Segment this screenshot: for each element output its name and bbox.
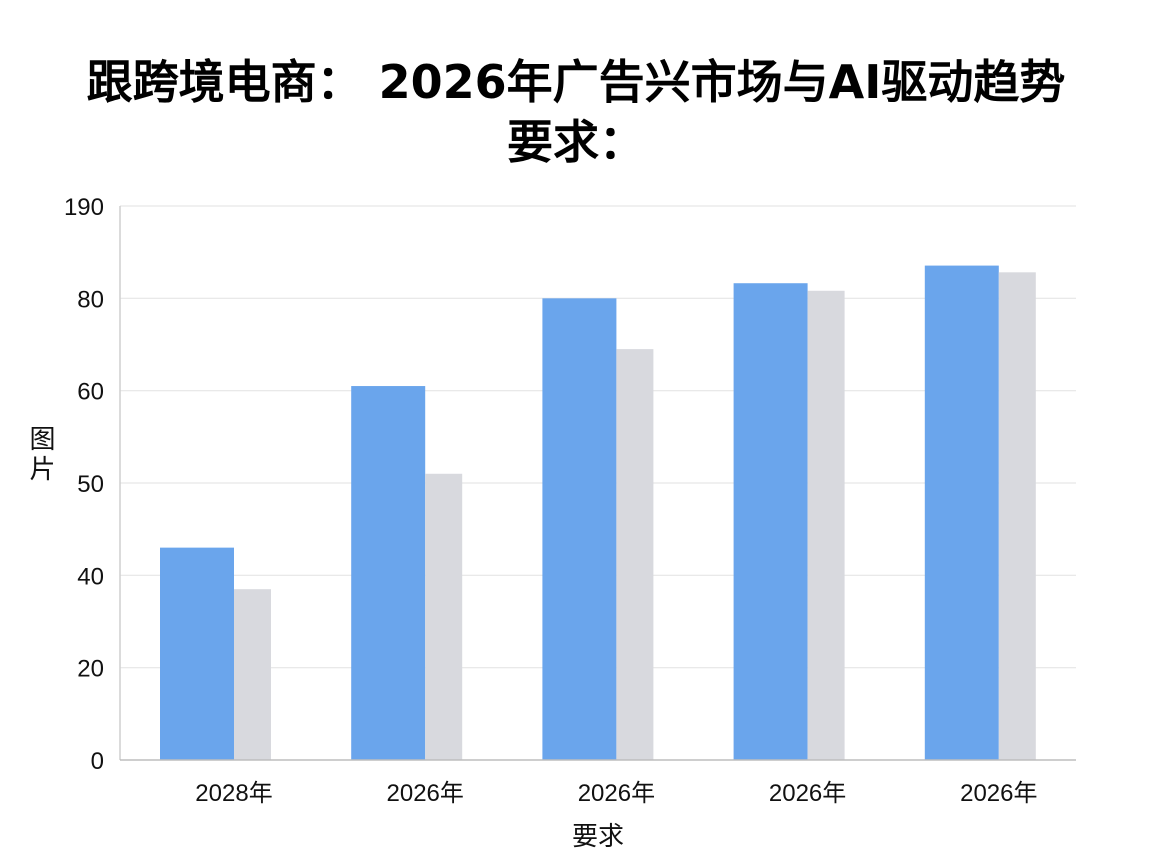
y-tick-label: 80 <box>77 286 104 313</box>
y-tick-label: 50 <box>77 471 104 498</box>
y-tick-label: 190 <box>64 194 104 221</box>
y-tick-labels: 0 20 40 50 60 80 190 <box>64 194 104 775</box>
x-tick-label: 2028年 <box>195 780 272 807</box>
x-tick-label: 2026年 <box>769 780 846 807</box>
bar-series-2 <box>234 589 271 760</box>
chart-title-line-1: 跟跨境电商： 2026年广告兴市场与AI驱动趋势 <box>86 55 1066 109</box>
chart-title: 跟跨境电商： 2026年广告兴市场与AI驱动趋势 要求： <box>0 52 1152 172</box>
y-tick-label: 40 <box>77 563 104 590</box>
x-tick-labels: 2028年 2026年 2026年 2026年 2026年 <box>195 780 1037 807</box>
bar-series-2 <box>807 290 845 760</box>
y-tick-label: 60 <box>77 379 104 406</box>
bar-series-1 <box>542 298 617 760</box>
bar-series-2 <box>998 272 1036 760</box>
x-tick-label: 2026年 <box>387 780 464 807</box>
x-axis-label: 要求 <box>572 822 624 852</box>
chart-title-line-2: 要求： <box>507 115 645 169</box>
bar-series-2 <box>616 349 654 760</box>
x-tick-label: 2026年 <box>960 780 1037 807</box>
bar-series-1 <box>924 265 999 760</box>
y-tick-label: 0 <box>91 748 104 775</box>
bar-series-1 <box>160 547 234 760</box>
bar-series-2 <box>425 473 463 760</box>
x-tick-label: 2026年 <box>578 780 655 807</box>
bar-series-1 <box>351 386 426 760</box>
y-tick-label: 20 <box>77 656 104 683</box>
bar-series-1 <box>733 283 808 760</box>
bars <box>160 265 1036 760</box>
y-axis-label: 图片 <box>25 425 55 485</box>
